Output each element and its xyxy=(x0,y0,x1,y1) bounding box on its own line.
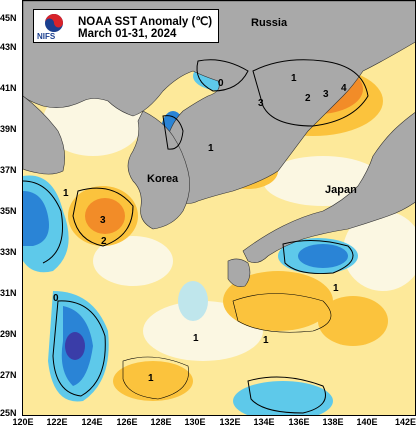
contour-label: 1 xyxy=(208,143,214,154)
contour-label: 3 xyxy=(100,215,106,226)
land-masses xyxy=(23,1,415,287)
contour-value-labels: 1 2 3 4 3 3 2 1 0 1 1 1 1 0 1 xyxy=(53,73,347,384)
sst-anomaly-map: 1 2 3 4 3 3 2 1 0 1 1 1 1 0 1 Russia Kor… xyxy=(22,0,416,416)
map-title: NOAA SST Anomaly (℃) xyxy=(78,16,213,28)
kyushu xyxy=(227,258,251,287)
lat-label: 33N xyxy=(0,247,17,257)
contour-label: 0 xyxy=(218,78,224,89)
lon-label: 136E xyxy=(288,417,310,427)
sst-anomaly-field: 1 2 3 4 3 3 2 1 0 1 1 1 1 0 1 xyxy=(23,1,415,415)
contour-label: 1 xyxy=(148,373,154,384)
contour-label: 1 xyxy=(291,73,297,84)
lon-label: 130E xyxy=(184,417,206,427)
lat-label: 37N xyxy=(0,165,17,175)
lon-label: 124E xyxy=(81,417,103,427)
lat-label: 35N xyxy=(0,206,17,216)
lat-label: 45N xyxy=(0,13,17,23)
title-box: NIFS NOAA SST Anomaly (℃) March 01-31, 2… xyxy=(33,9,219,43)
contour-label: 1 xyxy=(193,333,199,344)
contour-label: 4 xyxy=(341,83,347,94)
anomaly-contours xyxy=(23,59,369,414)
lon-label: 120E xyxy=(12,417,34,427)
contour-label: 3 xyxy=(323,89,329,100)
lon-label: 128E xyxy=(150,417,172,427)
lat-label: 27N xyxy=(0,370,17,380)
korean-peninsula xyxy=(127,110,190,230)
lat-label: 31N xyxy=(0,288,17,298)
contour-label: 1 xyxy=(263,335,269,346)
asian-mainland xyxy=(23,1,415,204)
lat-label: 43N xyxy=(0,42,17,52)
contour-label: 1 xyxy=(63,188,69,199)
label-korea: Korea xyxy=(147,173,179,185)
lon-label: 138E xyxy=(322,417,344,427)
lon-label: 122E xyxy=(46,417,68,427)
organization-name: NIFS xyxy=(37,32,56,41)
contour-label: 2 xyxy=(305,93,311,104)
lat-label: 39N xyxy=(0,124,17,134)
lon-label: 132E xyxy=(219,417,241,427)
label-russia: Russia xyxy=(251,17,288,29)
contour-label: 1 xyxy=(333,283,339,294)
map-period: March 01-31, 2024 xyxy=(78,28,177,40)
lat-label: 25N xyxy=(0,408,17,418)
contour-label: 0 xyxy=(53,293,59,304)
lon-label: 134E xyxy=(253,417,275,427)
china-coast xyxy=(23,95,65,175)
lat-label: 29N xyxy=(0,329,17,339)
lat-label: 41N xyxy=(0,83,17,93)
contour-label: 3 xyxy=(258,98,264,109)
lon-label: 142E xyxy=(394,417,416,427)
label-japan: Japan xyxy=(325,184,357,196)
lon-label: 126E xyxy=(116,417,138,427)
lon-label: 140E xyxy=(356,417,378,427)
contour-label: 2 xyxy=(101,236,107,247)
taegeuk-emblem-icon xyxy=(45,14,63,32)
